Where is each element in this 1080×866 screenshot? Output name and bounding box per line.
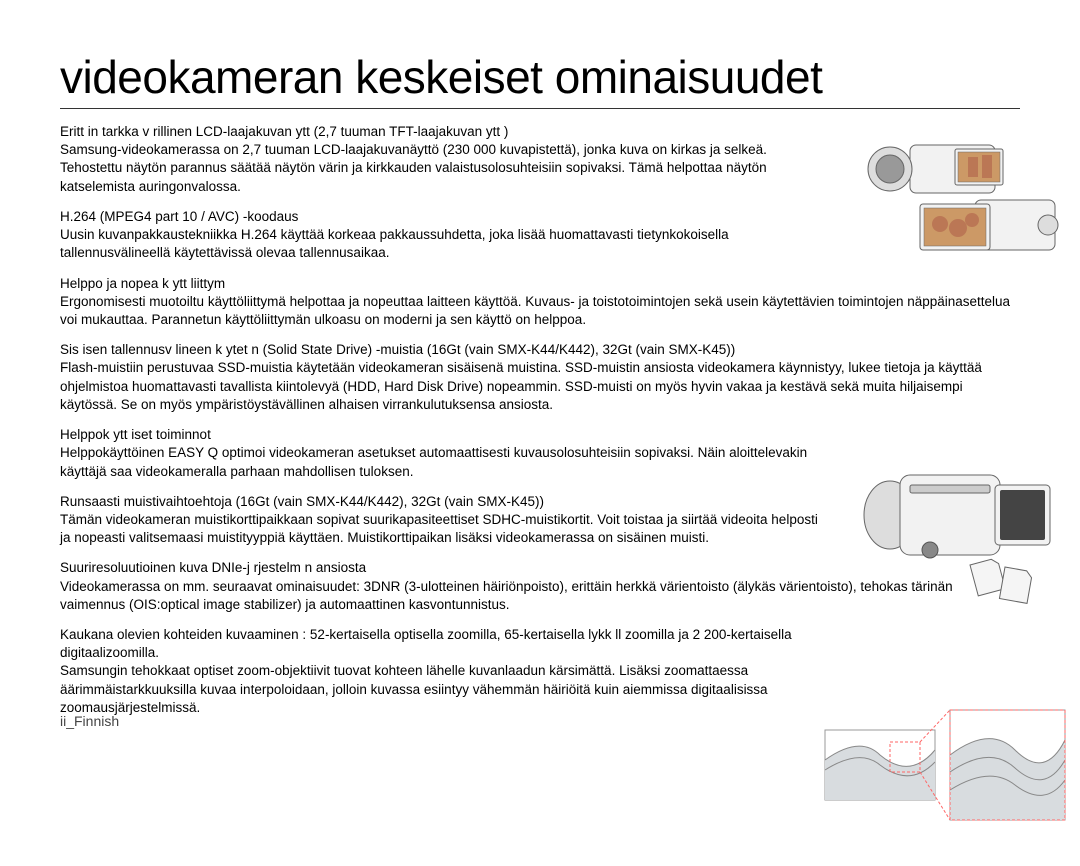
document-page: videokameran keskeiset ominaisuudet Erit… [0,0,1080,749]
section-body: Uusin kuvanpakkaustekniikka H.264 käyttä… [60,226,820,262]
section-heading: Helppo ja nopea k ytt liittym [60,275,1020,293]
section-body: Videokamerassa on mm. seuraavat ominaisu… [60,578,1020,614]
section-ssd: Sis isen tallennusv lineen k ytet n (Sol… [60,341,1020,414]
section-body: Helppokäyttöinen EASY Q optimoi videokam… [60,444,820,480]
section-heading: Runsaasti muistivaihtoehtoja (16Gt (vain… [60,493,820,511]
section-lcd: Eritt in tarkka v rillinen LCD-laajakuva… [60,123,820,196]
section-body: Tämän videokameran muistikorttipaikkaan … [60,511,820,547]
section-heading: Kaukana olevien kohteiden kuvaaminen : 5… [60,626,820,662]
section-heading: Helppok ytt iset toiminnot [60,426,820,444]
section-body: Samsung-videokamerassa on 2,7 tuuman LCD… [60,141,820,196]
zoom-detail-illustration [820,700,1070,830]
section-body: Ergonomisesti muotoiltu käyttöliittymä h… [60,293,1020,329]
section-heading: Eritt in tarkka v rillinen LCD-laajakuva… [60,123,820,141]
section-body: Samsungin tehokkaat optiset zoom-objekti… [60,662,820,717]
section-body: Flash-muistiin perustuvaa SSD-muistia kä… [60,359,1020,414]
section-easyq: Helppok ytt iset toiminnot Helppokäyttöi… [60,426,820,481]
camcorder-lcd-illustration [850,130,1060,270]
page-title: videokameran keskeiset ominaisuudet [60,50,1020,109]
section-heading: Sis isen tallennusv lineen k ytet n (Sol… [60,341,1020,359]
section-ui: Helppo ja nopea k ytt liittym Ergonomise… [60,275,1020,330]
section-dnie: Suuriresoluutioinen kuva DNIe-j rjestelm… [60,559,1020,614]
page-footer: ii_Finnish [60,713,119,729]
section-heading: Suuriresoluutioinen kuva DNIe-j rjestelm… [60,559,1020,577]
section-memory: Runsaasti muistivaihtoehtoja (16Gt (vain… [60,493,820,548]
section-h264: H.264 (MPEG4 part 10 / AVC) -koodaus Uus… [60,208,820,263]
section-heading: H.264 (MPEG4 part 10 / AVC) -koodaus [60,208,820,226]
section-zoom: Kaukana olevien kohteiden kuvaaminen : 5… [60,626,820,717]
